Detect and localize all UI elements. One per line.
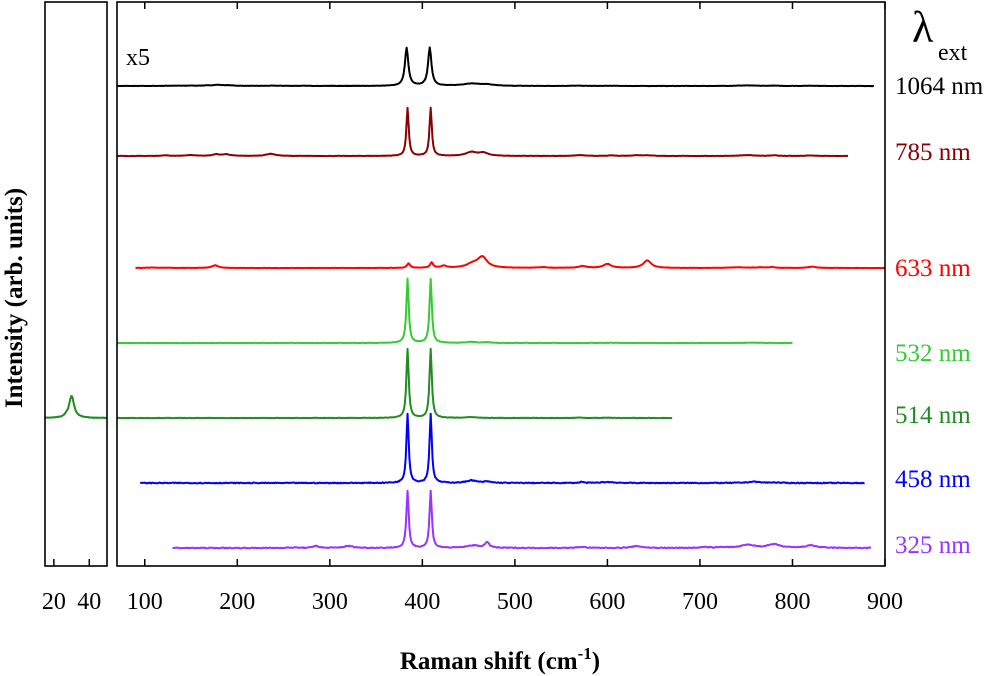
ticks-layer: 100 200 300 400 500 600 700 800 900 20 40 bbox=[42, 2, 903, 615]
series-label-458-nm: 458 nm bbox=[895, 466, 971, 493]
series-line-633-nm bbox=[135, 255, 886, 270]
series-label-1064-nm: 1064 nm bbox=[895, 73, 984, 100]
x-tick-label-500: 500 bbox=[497, 589, 533, 615]
series-label-514-nm: 514 nm bbox=[895, 402, 971, 429]
legend-title-sub: ext bbox=[938, 40, 968, 66]
x-tick-label-600: 600 bbox=[589, 589, 625, 615]
x-tick-label-700: 700 bbox=[682, 589, 718, 615]
inset-series-layer bbox=[44, 394, 108, 420]
series-line-532-nm bbox=[116, 277, 793, 345]
main-panel-frame bbox=[116, 1, 886, 567]
series-line-458-nm bbox=[139, 412, 865, 485]
series-line-1064-nm bbox=[116, 46, 875, 88]
x-tick-label-200: 200 bbox=[219, 589, 255, 615]
series-line-514-nm bbox=[116, 347, 673, 420]
series-line-785-nm bbox=[116, 106, 849, 158]
inset-series-line-514-nm bbox=[44, 394, 108, 420]
x-tick-label-300: 300 bbox=[312, 589, 348, 615]
annotation-x5: x5 bbox=[126, 45, 150, 71]
inset-panel-frame bbox=[44, 1, 108, 567]
series-labels: 1064 nm 785 nm 633 nm 532 nm 514 nm 458 nm 325… bbox=[895, 73, 984, 559]
series-label-325-nm: 325 nm bbox=[895, 532, 971, 559]
x-axis-title-main: Raman shift (cm bbox=[400, 648, 578, 675]
x-axis-title-sup: -1 bbox=[578, 644, 592, 663]
x-tick-label-800: 800 bbox=[774, 589, 810, 615]
series-label-785-nm: 785 nm bbox=[895, 139, 971, 166]
series-line-325-nm bbox=[172, 489, 872, 550]
legend-title: λ bbox=[912, 3, 934, 52]
x-tick-label-100: 100 bbox=[127, 589, 163, 615]
inset-x-tick-label-40: 40 bbox=[77, 589, 101, 615]
x-tick-label-400: 400 bbox=[404, 589, 440, 615]
y-axis-title: Intensity (arb. units) bbox=[1, 188, 28, 408]
x-axis-title-end: ) bbox=[592, 648, 600, 675]
series-label-532-nm: 532 nm bbox=[895, 340, 971, 367]
x-tick-label-900: 900 bbox=[867, 589, 903, 615]
inset-x-tick-label-20: 20 bbox=[42, 589, 66, 615]
x-axis-title: Raman shift (cm-1) bbox=[400, 644, 600, 675]
series-layer bbox=[116, 46, 886, 550]
series-label-633-nm: 633 nm bbox=[895, 255, 971, 282]
